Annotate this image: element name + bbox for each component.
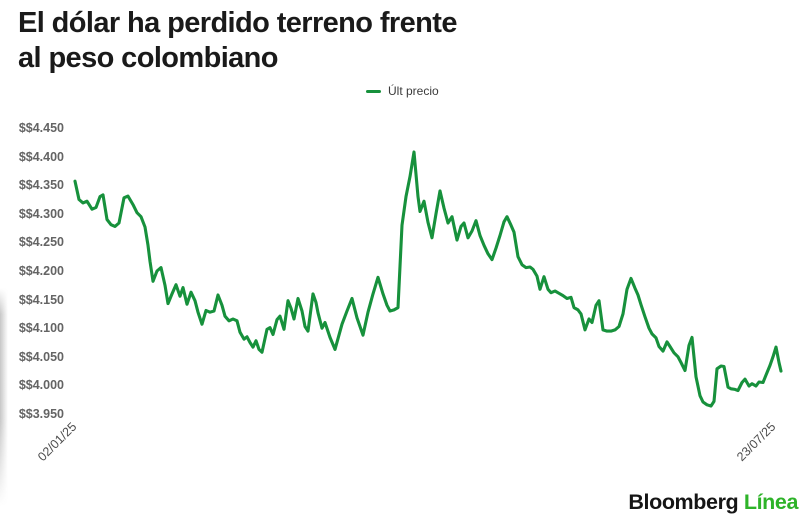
legend: Últ precio xyxy=(366,84,439,98)
chart-title-line2: al peso colombiano xyxy=(18,41,279,74)
chart-title: El dólar ha perdido terreno frente al pe… xyxy=(18,6,618,76)
bloomberg-linea-logo: Bloomberg Línea xyxy=(628,490,798,515)
y-axis-label: $$4.200 xyxy=(18,264,64,278)
y-axis-label: $$4.300 xyxy=(18,206,64,221)
y-axis-label: $$4.350 xyxy=(18,178,64,193)
y-axis-label: $$4.250 xyxy=(18,235,64,250)
left-edge-shadow xyxy=(0,288,8,506)
y-axis-label: $$4.150 xyxy=(18,292,64,307)
price-line-series xyxy=(73,150,783,408)
y-axis-label: $$3.950 xyxy=(18,407,64,421)
y-axis-label: $$4.050 xyxy=(18,349,64,364)
y-axis-label: $$4.450 xyxy=(18,121,64,135)
logo-bloomberg-text: Bloomberg xyxy=(628,490,739,514)
y-axis-label: $$4.400 xyxy=(18,149,64,164)
legend-line-swatch xyxy=(366,89,381,93)
legend-label: Últ precio xyxy=(388,84,439,98)
y-axis-label: $$4.100 xyxy=(18,321,64,336)
chart-title-line1: El dólar ha perdido terreno frente xyxy=(18,7,457,39)
logo-linea-text: Línea xyxy=(743,490,799,514)
y-axis-label: $$4.000 xyxy=(18,378,64,393)
